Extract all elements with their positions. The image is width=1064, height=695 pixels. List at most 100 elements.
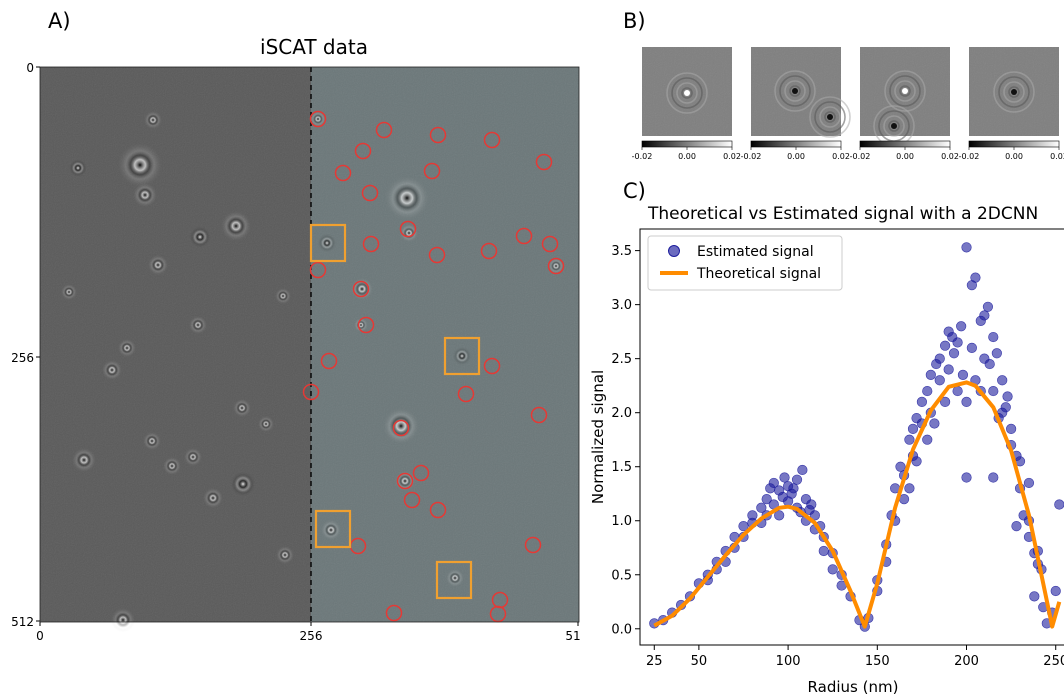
- theoretical-line: [653, 380, 1062, 629]
- chart-xlabel: Radius (nm): [808, 678, 899, 695]
- particle-spot: [133, 183, 157, 207]
- colorbar-tick-label: 0.00: [678, 152, 696, 161]
- estimated-point: [991, 348, 1002, 359]
- detection-circle: [428, 246, 446, 264]
- tile-ring: [784, 80, 806, 102]
- estimated-point: [970, 272, 981, 283]
- detection-circle: [480, 242, 498, 260]
- estimated-point: [934, 353, 945, 364]
- estimated-point: [788, 483, 799, 494]
- iscat-image: [39, 66, 580, 632]
- selection-boxes: [309, 223, 481, 600]
- legend-theoretical-label: Theoretical signal: [696, 266, 821, 282]
- selection-box: [435, 560, 473, 600]
- detection-circle: [524, 536, 542, 554]
- estimated-point: [948, 348, 960, 359]
- detection-circle: [429, 126, 447, 144]
- particle-spot: [148, 255, 168, 275]
- estimated-point: [966, 342, 977, 353]
- particle-spot: [452, 346, 472, 366]
- tile-ring: [824, 111, 836, 123]
- tile-ring: [888, 120, 900, 132]
- panel-a-xtick-2: 51: [565, 629, 580, 643]
- tile-ring: [1003, 81, 1025, 103]
- chart-frame: [639, 228, 1064, 646]
- detection-circle: [399, 220, 417, 238]
- particle-spot: [102, 360, 122, 380]
- zoom-tiles: -0.02 0.00 0.02 -0.02 0.00 0.02 -0.02 0.00 0.02-…: [632, 47, 1064, 161]
- x-tick-label: 25: [646, 654, 663, 669]
- detection-circle: [309, 110, 327, 128]
- estimated-point: [979, 310, 990, 321]
- y-tick-label: 0.0: [611, 622, 632, 637]
- estimated-point: [827, 564, 838, 575]
- detection-circle: [362, 235, 380, 253]
- particle-spot: [258, 416, 274, 432]
- colorbar: [750, 140, 842, 148]
- tile-core: [792, 88, 798, 94]
- tile-ring: [993, 71, 1035, 113]
- particle-spot: [221, 211, 251, 241]
- particle-spot: [276, 546, 294, 564]
- tile-ring: [814, 101, 846, 133]
- particle-spot: [321, 520, 341, 540]
- estimated-point: [929, 418, 940, 429]
- estimated-point: [940, 340, 951, 351]
- selection-box: [309, 223, 347, 263]
- detection-circle: [375, 121, 393, 139]
- particle-spot: [383, 408, 419, 444]
- particle-spot: [203, 488, 223, 508]
- y-tick-label: 0.5: [611, 568, 632, 583]
- tile-ring: [809, 96, 851, 138]
- detection-circle: [354, 142, 372, 160]
- detection-circle: [483, 131, 501, 149]
- colorbar-tick-label: 0.02: [941, 152, 959, 161]
- detection-circle: [535, 153, 553, 171]
- estimated-point: [779, 472, 790, 483]
- estimated-point: [904, 434, 915, 445]
- panel-a-label: A): [48, 9, 71, 33]
- detection-circle: [396, 472, 414, 490]
- estimated-point: [961, 242, 972, 253]
- detection-circle: [412, 464, 430, 482]
- estimated-point: [943, 364, 954, 375]
- chart-ticks: 25 50 100 150 200 250 0.0 0.5 1.0 1.5 2.0 2.5 3.0 3.5: [611, 244, 1064, 669]
- colorbar: [859, 140, 951, 148]
- tile-ring: [676, 82, 698, 104]
- estimated-point: [756, 502, 767, 513]
- panel-a-ytick-1: 256: [11, 351, 34, 365]
- estimated-point: [922, 434, 933, 445]
- tile-ring: [819, 106, 841, 128]
- tile-core: [891, 123, 897, 129]
- estimated-point: [1006, 423, 1017, 434]
- estimated-point: [940, 396, 951, 407]
- estimated-point: [1029, 591, 1040, 602]
- chart-ylabel: Normalized signal: [589, 370, 607, 504]
- estimated-point: [895, 461, 906, 472]
- estimated-point: [738, 521, 749, 532]
- x-tick-label: 250: [1043, 654, 1064, 669]
- particle-spot: [229, 470, 257, 498]
- estimated-point: [982, 301, 994, 312]
- estimated-point: [922, 385, 933, 397]
- colorbar-tick-label: 0.02: [1050, 152, 1064, 161]
- detection-circle: [423, 162, 441, 180]
- estimated-point: [1054, 499, 1064, 510]
- particle-spot: [354, 318, 368, 332]
- tile-ring: [681, 87, 693, 99]
- estimated-point: [791, 474, 803, 485]
- colorbar: [968, 140, 1060, 148]
- estimated-point: [774, 510, 785, 521]
- detection-circle: [385, 604, 403, 622]
- iscat-frame: [39, 66, 580, 623]
- estimated-point: [952, 385, 963, 397]
- colorbar: [641, 140, 733, 148]
- y-tick-label: 3.5: [611, 244, 632, 259]
- tile-ring: [779, 75, 811, 107]
- scatter-chart: 25 50 100 150 200 250 0.0 0.5 1.0 1.5 2.0 2.5 3.0 3.5…: [589, 228, 1064, 695]
- selection-box: [314, 509, 352, 549]
- tile-ring: [899, 85, 911, 97]
- estimated-point: [907, 423, 919, 434]
- tile-ring: [884, 70, 926, 112]
